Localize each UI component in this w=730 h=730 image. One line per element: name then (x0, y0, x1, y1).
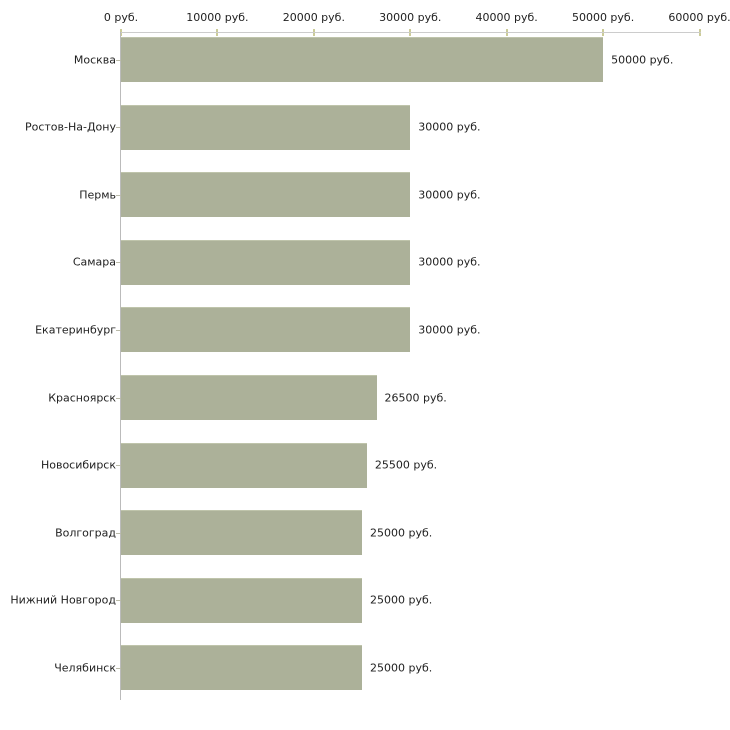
y-tick-mark (116, 398, 121, 399)
x-tick-label: 40000 руб. (475, 11, 538, 24)
category-label: Нижний Новгород (10, 593, 116, 607)
value-label: 25000 руб. (370, 661, 433, 675)
bar (121, 510, 363, 556)
y-tick-mark (116, 330, 121, 331)
x-axis-line (121, 32, 701, 33)
value-label: 50000 руб. (611, 53, 674, 66)
value-label: 30000 руб. (418, 323, 481, 337)
y-tick-mark (116, 533, 121, 534)
value-label: 26500 руб. (384, 391, 447, 404)
value-label: 25000 руб. (370, 593, 433, 607)
bar (121, 375, 377, 420)
category-label: Ростов-На-Дону (24, 120, 116, 134)
value-label: 30000 руб. (418, 255, 481, 269)
value-label: 25500 руб. (374, 458, 438, 472)
category-label: Москва (73, 53, 116, 66)
bar (121, 104, 411, 150)
bar (121, 239, 411, 285)
x-tick-label: 20000 руб. (282, 11, 345, 24)
category-label: Пермь (79, 188, 116, 202)
category-label: Красноярск (48, 391, 116, 404)
x-tick-label: 30000 руб. (379, 11, 442, 24)
bar (121, 37, 604, 82)
value-label: 30000 руб. (418, 188, 481, 202)
category-label: Волгоград (55, 526, 116, 540)
bar (121, 645, 363, 691)
x-tick-label: 50000 руб. (571, 11, 635, 24)
value-label: 25000 руб. (370, 526, 433, 540)
category-label: Екатеринбург (35, 323, 116, 337)
category-label: Челябинск (54, 661, 116, 675)
y-tick-mark (116, 465, 121, 466)
value-label: 30000 руб. (418, 120, 481, 134)
bar (121, 172, 411, 218)
y-tick-mark (116, 127, 121, 128)
category-label: Новосибирск (40, 458, 116, 472)
y-tick-mark (116, 600, 121, 601)
y-tick-mark (116, 668, 121, 669)
bar (121, 442, 367, 488)
bar (121, 577, 363, 623)
x-tick-label: 60000 руб. (668, 11, 730, 24)
bar (121, 307, 411, 353)
y-tick-mark (116, 195, 121, 196)
y-axis-line (120, 32, 121, 701)
category-label: Самара (72, 255, 116, 269)
x-tick-label: 10000 руб. (186, 11, 249, 24)
y-tick-mark (116, 262, 121, 263)
y-tick-mark (116, 60, 121, 61)
x-tick-label: 0 руб. (103, 11, 139, 24)
